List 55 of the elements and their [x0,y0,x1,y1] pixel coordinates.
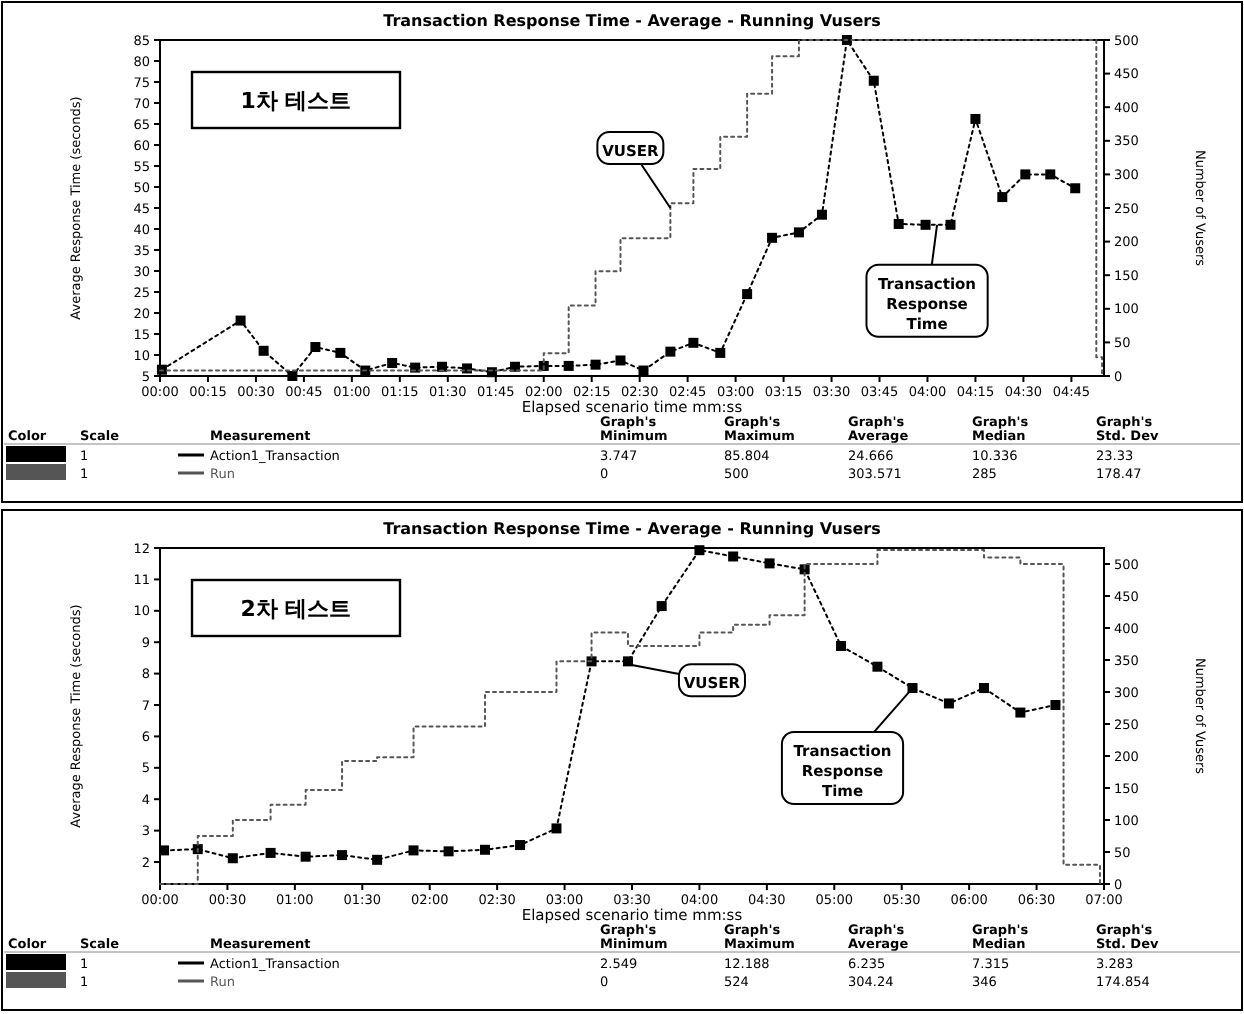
point [287,371,298,381]
point [728,551,739,562]
point [563,360,574,371]
point [978,683,989,694]
point [816,209,827,220]
point [1020,169,1031,180]
chart-title: Transaction Response Time - Average - Running Vusers [383,12,882,30]
point [920,219,931,230]
point [742,289,753,300]
point [970,113,981,124]
point [872,661,883,672]
point [235,315,246,326]
point [551,823,562,834]
point [638,365,649,376]
point [590,359,601,370]
point [1070,183,1081,194]
point [310,342,321,353]
point [300,851,311,862]
point [265,847,276,858]
point [443,846,454,857]
point [665,346,676,357]
point [997,192,1008,203]
point [387,357,398,368]
annotation: 2차 테스트 [240,596,352,622]
point [156,364,167,375]
point [360,365,371,376]
point [335,347,346,358]
point [1015,707,1026,718]
point [764,558,775,569]
point [793,227,804,238]
point [615,355,626,366]
point [408,845,419,856]
point [715,347,726,358]
point [945,219,956,230]
point [868,75,879,86]
point [515,840,526,851]
chart-title: Transaction Response Time - Average - Running Vusers [383,520,882,538]
point [227,853,238,864]
annotation: 1차 테스트 [240,88,352,114]
point [893,218,904,229]
point [437,361,448,372]
point [688,337,699,348]
point [943,698,954,709]
point [337,850,348,861]
point [694,545,705,556]
point [1045,169,1056,180]
point [836,640,847,651]
point [258,345,269,356]
point [656,601,667,612]
point [841,35,852,45]
point [480,844,491,855]
point [372,854,383,865]
point [1050,700,1061,711]
point [622,656,633,667]
point [767,232,778,243]
